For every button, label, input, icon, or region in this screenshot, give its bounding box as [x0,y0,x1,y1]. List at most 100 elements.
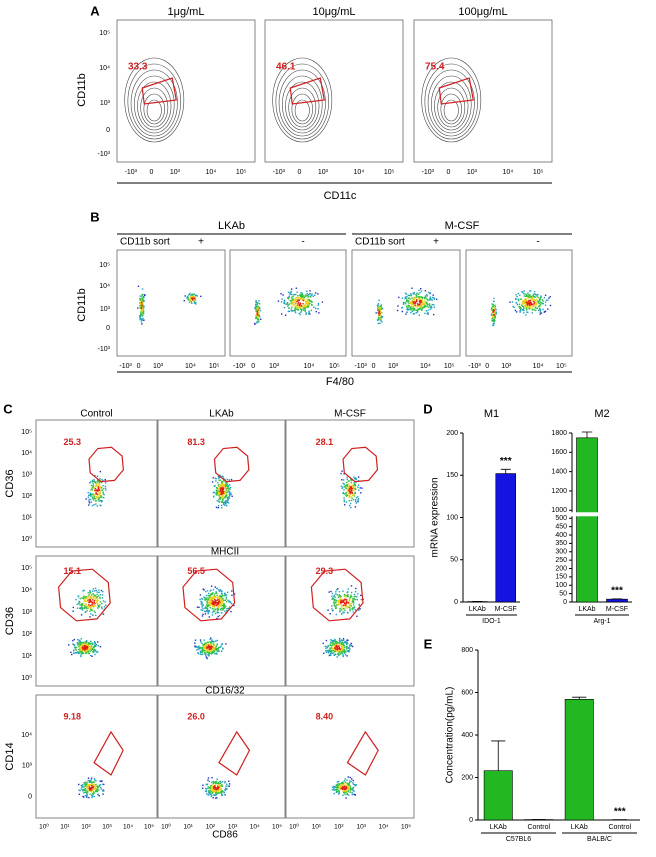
event-dot [341,644,342,645]
event-dot [229,479,230,480]
event-dot [352,607,353,608]
event-dot [207,643,208,644]
event-dot [529,304,530,305]
event-dot [94,642,95,643]
event-dot [222,501,223,502]
event-dot [104,601,105,602]
event-dot [545,295,546,296]
event-dot [292,294,293,295]
event-dot [524,294,525,295]
event-dot [200,651,201,652]
event-dot [95,600,96,601]
event-dot [355,477,356,478]
event-dot [528,294,529,295]
event-dot [204,647,205,648]
event-dot [79,651,80,652]
event-dot [425,302,426,303]
event-dot [428,306,429,307]
event-dot [354,495,355,496]
condition-title: 100μg/mL [458,6,507,18]
event-dot [219,788,220,789]
event-dot [355,794,356,795]
event-dot [230,494,231,495]
event-dot [307,293,308,294]
event-dot [217,787,218,788]
event-dot [100,594,101,595]
event-dot [85,600,86,601]
event-dot [344,504,345,505]
event-dot [217,789,218,790]
event-dot [141,310,142,311]
event-dot [225,487,226,488]
event-dot [217,500,218,501]
event-dot [213,782,214,783]
event-dot [219,486,220,487]
event-dot [222,609,223,610]
event-dot [91,656,92,657]
event-dot [217,644,218,645]
event-dot [89,610,90,611]
event-dot [344,794,345,795]
event-dot [215,648,216,649]
event-dot [304,295,305,296]
event-dot [398,297,399,298]
event-dot [202,644,203,645]
event-dot [354,785,355,786]
event-dot [200,653,201,654]
event-dot [417,307,418,308]
column-label: M-CSF [334,409,366,420]
event-dot [259,315,260,316]
event-dot [226,788,227,789]
event-dot [342,786,343,787]
event-dot [222,601,223,602]
event-dot [83,645,84,646]
event-dot [99,482,100,483]
event-dot [342,789,343,790]
y-tick-label: 1200 [551,488,567,495]
event-dot [97,788,98,789]
event-dot [334,793,335,794]
event-dot [491,309,492,310]
event-dot [402,297,403,298]
event-dot [218,492,219,493]
event-dot [227,479,228,480]
event-dot [343,638,344,639]
event-dot [349,782,350,783]
event-dot [208,597,209,598]
event-dot [215,787,216,788]
event-dot [426,294,427,295]
event-dot [332,653,333,654]
event-dot [200,601,201,602]
event-dot [397,310,398,311]
event-dot [81,606,82,607]
x-axis-label: CD86 [212,830,238,841]
event-dot [525,298,526,299]
event-dot [99,495,100,496]
event-dot [338,783,339,784]
event-dot [219,496,220,497]
event-dot [206,788,207,789]
event-dot [191,294,192,295]
event-dot [100,787,101,788]
x-tick-label: 0 [485,363,489,370]
event-dot [202,610,203,611]
y-tick-label: -10³ [98,151,111,158]
event-dot [350,503,351,504]
event-dot [200,641,201,642]
event-dot [87,780,88,781]
event-dot [350,785,351,786]
event-dot [227,486,228,487]
event-dot [288,304,289,305]
event-dot [209,790,210,791]
event-dot [219,615,220,616]
event-dot [343,612,344,613]
event-dot [426,313,427,314]
event-dot [213,496,214,497]
event-dot [86,604,87,605]
event-dot [344,790,345,791]
event-dot [77,607,78,608]
event-dot [90,613,91,614]
error-bar [582,432,593,438]
event-dot [95,780,96,781]
event-dot [98,600,99,601]
